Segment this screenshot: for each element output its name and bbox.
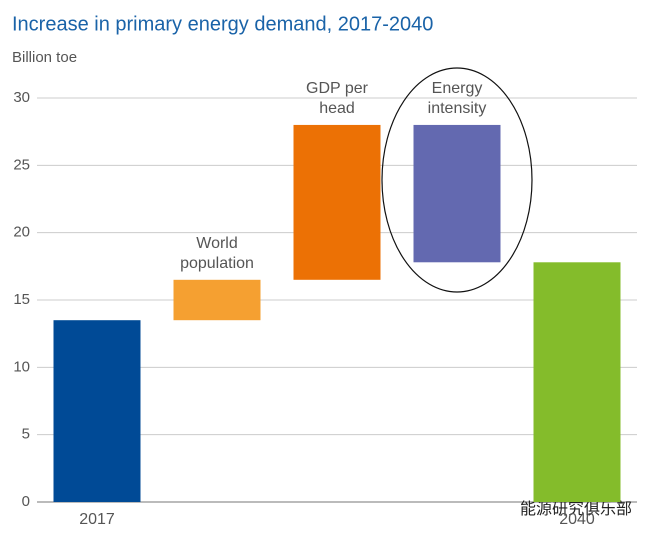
y-tick-label: 5 [22, 426, 30, 443]
y-tick-label: 0 [22, 493, 30, 510]
bar [173, 279, 261, 321]
y-tick-label: 30 [13, 89, 30, 106]
category-label: 2040 [559, 511, 595, 528]
category-label: Energy intensity [427, 79, 487, 117]
highlight-ellipse [381, 67, 533, 293]
bar [293, 124, 381, 280]
y-tick-label: 15 [13, 291, 30, 308]
bar [413, 124, 501, 263]
chart-title: Increase in primary energy demand, 2017-… [12, 13, 433, 35]
y-axis-label: Billion toe [12, 49, 77, 66]
y-tick-label: 20 [13, 224, 30, 241]
bar [533, 262, 621, 502]
y-tick-label: 10 [13, 358, 30, 375]
y-tick-label: 25 [13, 156, 30, 173]
bar [53, 320, 141, 502]
category-label: GDP per head [306, 79, 368, 117]
category-label: World population [180, 234, 254, 272]
category-label: 2017 [79, 511, 115, 528]
watermark: 能源研究俱乐部 [520, 500, 632, 518]
